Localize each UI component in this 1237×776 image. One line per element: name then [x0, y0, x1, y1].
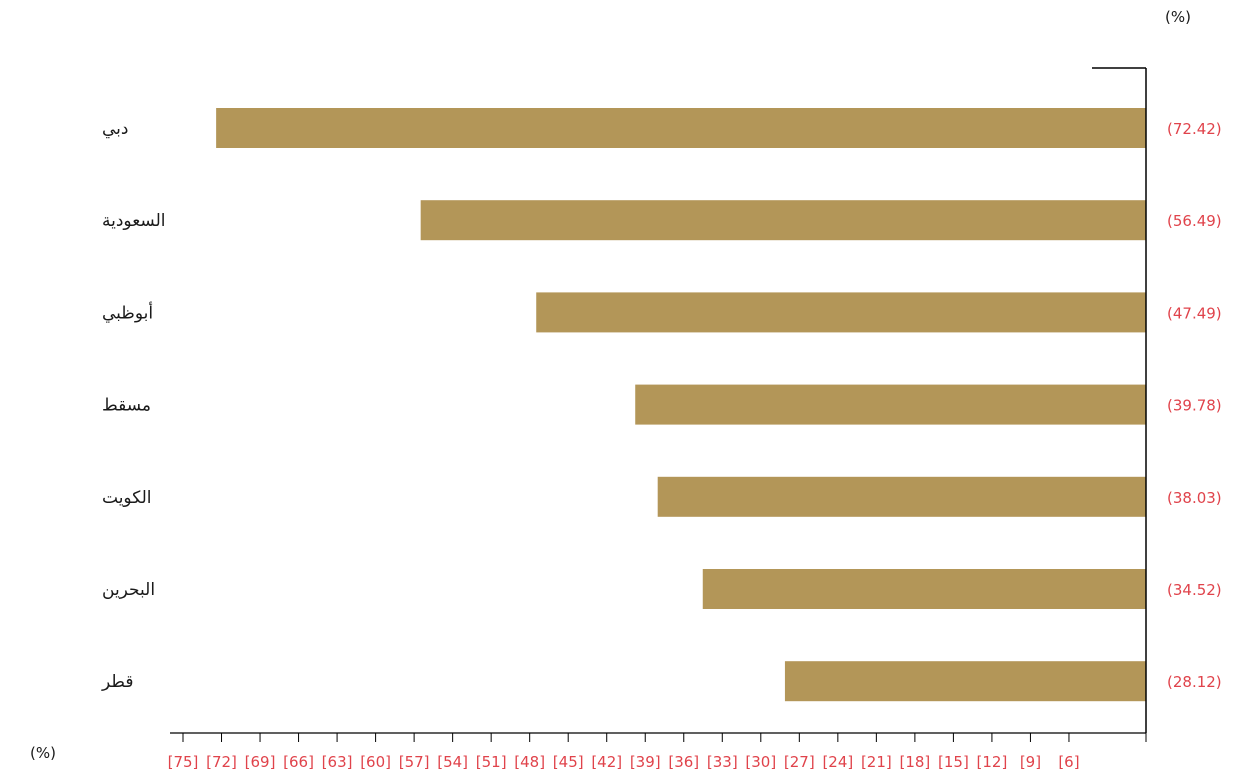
- x-tick-label: [24]: [822, 753, 853, 771]
- value-label: (34.52): [1167, 581, 1222, 599]
- x-tick-label: [33]: [707, 753, 738, 771]
- x-tick-label: [45]: [553, 753, 584, 771]
- x-tick-label: [9]: [1020, 753, 1041, 771]
- bar: [635, 384, 1146, 425]
- bar: [657, 476, 1146, 517]
- x-tick-label: [6]: [1058, 753, 1079, 771]
- x-tick-label: [12]: [977, 753, 1008, 771]
- value-label: (72.42): [1167, 120, 1222, 138]
- category-label: أبوظبي: [102, 301, 153, 323]
- value-label: (47.49): [1167, 304, 1222, 322]
- x-tick-label: [21]: [861, 753, 892, 771]
- x-tick-label: [72]: [206, 753, 237, 771]
- category-label: الكويت: [102, 488, 152, 508]
- x-tick-label: [39]: [630, 753, 661, 771]
- x-tick-label: [42]: [591, 753, 622, 771]
- x-tick-label: [66]: [283, 753, 314, 771]
- unit-label-top: (%): [1165, 8, 1191, 26]
- category-label: دبي: [102, 119, 128, 139]
- x-tick-label: [48]: [514, 753, 545, 771]
- value-label: (56.49): [1167, 212, 1222, 230]
- category-label: السعودية: [102, 211, 165, 231]
- x-tick-label: [69]: [245, 753, 276, 771]
- x-tick-label: [51]: [476, 753, 507, 771]
- value-label: (28.12): [1167, 673, 1222, 691]
- bar: [702, 569, 1146, 609]
- category-label: قطر: [101, 672, 133, 692]
- x-tick-label: [27]: [784, 753, 815, 771]
- x-tick-label: [57]: [399, 753, 430, 771]
- x-tick-label: [60]: [360, 753, 391, 771]
- category-label: مسقط: [102, 396, 151, 416]
- value-label: (39.78): [1167, 397, 1222, 415]
- x-tick-label: [54]: [437, 753, 468, 771]
- bar: [216, 108, 1146, 148]
- x-tick-label: [15]: [938, 753, 969, 771]
- x-tick-label: [75]: [168, 753, 199, 771]
- x-tick-label: [36]: [668, 753, 699, 771]
- bar: [536, 292, 1146, 333]
- bar: [784, 661, 1146, 702]
- unit-label-bottom: (%): [30, 744, 56, 762]
- x-tick-label: [30]: [745, 753, 776, 771]
- value-label: (38.03): [1167, 489, 1222, 507]
- bar: [420, 200, 1146, 241]
- category-label: البحرين: [102, 580, 155, 600]
- x-tick-label: [63]: [322, 753, 353, 771]
- x-tick-label: [18]: [899, 753, 930, 771]
